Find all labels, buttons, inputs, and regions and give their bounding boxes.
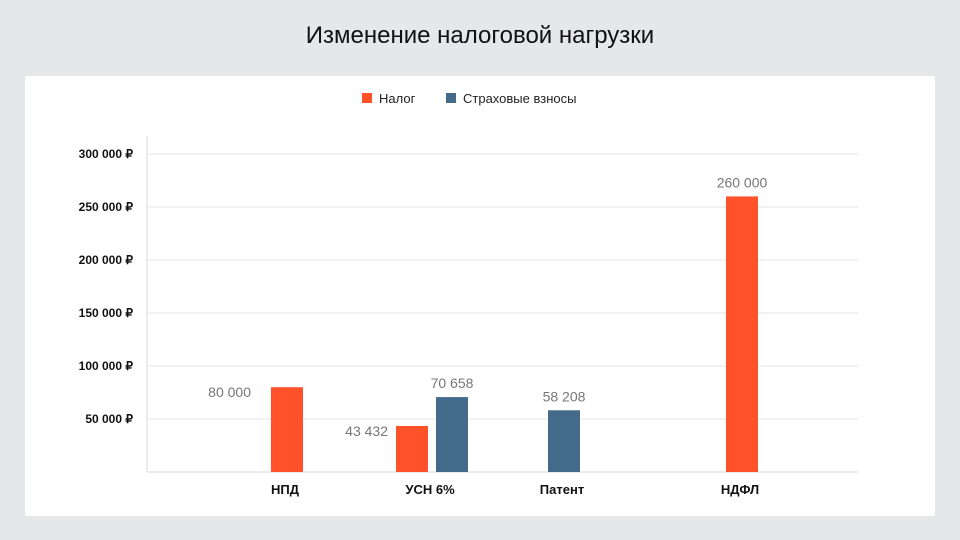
x-tick-label: Патент (540, 482, 584, 497)
bar-tax (726, 196, 758, 472)
legend-swatch (446, 93, 456, 103)
y-tick-label: 250 000 ₽ (79, 200, 134, 214)
y-tick-label: 100 000 ₽ (79, 359, 134, 373)
legend-label: Страховые взносы (463, 91, 576, 106)
data-label: 260 000 (717, 174, 768, 190)
y-tick-label: 300 000 ₽ (79, 147, 134, 161)
bar-tax (396, 425, 428, 472)
legend-label: Налог (379, 91, 416, 106)
data-label: 70 658 (431, 375, 474, 391)
bar-contributions (548, 410, 580, 472)
x-tick-label: УСН 6% (405, 482, 455, 497)
bar-chart: 300 000 ₽ 250 000 ₽ 200 000 ₽ 150 000 ₽ 100 … (79, 91, 858, 497)
chart-panel: 300 000 ₽ 250 000 ₽ 200 000 ₽ 150 000 ₽ 100 … (25, 76, 935, 516)
data-label: 58 208 (543, 388, 586, 404)
data-label: 43 432 (345, 423, 388, 439)
y-tick-label: 200 000 ₽ (79, 253, 134, 267)
y-tick-label: 150 000 ₽ (79, 306, 134, 320)
x-tick-label: НПД (271, 482, 300, 497)
bar-tax (271, 387, 303, 472)
chart-title: Изменение налоговой нагрузки (305, 22, 655, 49)
y-tick-label: 50 000 ₽ (85, 412, 133, 426)
data-label: 80 000 (208, 384, 251, 400)
bar-contributions (436, 397, 468, 472)
x-tick-label: НДФЛ (721, 482, 759, 497)
legend-swatch (362, 93, 372, 103)
